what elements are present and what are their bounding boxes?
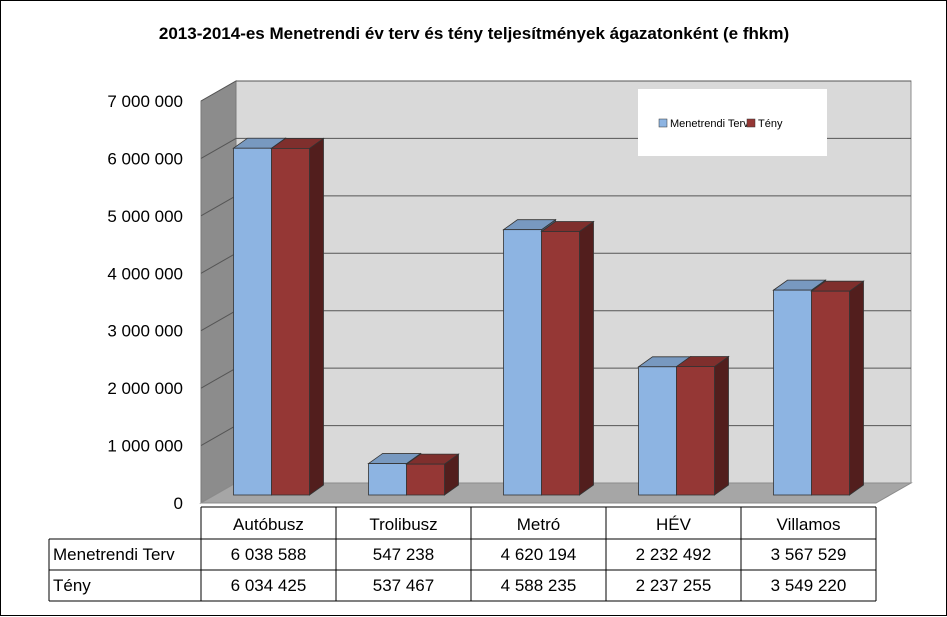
bar — [406, 463, 445, 496]
data-label: 2 237 255 — [636, 576, 712, 595]
legend-label: Tény — [758, 118, 783, 130]
bar-side — [579, 220, 594, 496]
y-tick-label: 2 000 000 — [107, 379, 183, 398]
x-tick-label: Trolibusz — [369, 515, 437, 534]
data-label: 537 467 — [373, 576, 434, 595]
gridline-side — [200, 425, 237, 447]
side-wall — [200, 80, 237, 504]
gridline-side — [200, 137, 237, 159]
data-label: 4 588 235 — [501, 576, 577, 595]
bar — [811, 290, 850, 496]
legend-swatch — [746, 118, 756, 128]
bar — [233, 147, 272, 496]
y-tick-label: 3 000 000 — [107, 322, 183, 341]
gridline-side — [200, 252, 237, 274]
bar — [271, 148, 310, 496]
bar — [638, 366, 677, 496]
y-tick-label: 1 000 000 — [107, 437, 183, 456]
gridline-side — [200, 310, 237, 332]
table-series-name: Menetrendi Terv — [53, 545, 175, 564]
data-label: 4 620 194 — [501, 545, 577, 564]
y-tick-label: 6 000 000 — [107, 149, 183, 168]
gridline-side — [200, 367, 237, 389]
gridline-side — [200, 195, 237, 217]
data-label: 547 238 — [373, 545, 434, 564]
legend-box — [638, 89, 827, 156]
table-series-name: Tény — [53, 576, 91, 595]
legend-swatch — [658, 118, 668, 128]
gridline-side — [200, 80, 237, 102]
y-tick-label: 4 000 000 — [107, 264, 183, 283]
bar-side — [714, 355, 729, 496]
legend-label: Menetrendi Terv — [670, 118, 749, 130]
bar — [368, 463, 407, 496]
y-tick-label: 5 000 000 — [107, 207, 183, 226]
x-tick-label: Metró — [517, 515, 560, 534]
bar — [503, 229, 542, 496]
bar — [676, 366, 715, 496]
bar-side — [309, 137, 324, 496]
bar — [541, 231, 580, 496]
data-label: 2 232 492 — [636, 545, 712, 564]
chart-title: 2013-2014-es Menetrendi év terv és tény … — [159, 24, 789, 43]
data-label: 6 034 425 — [231, 576, 307, 595]
bar-side — [849, 280, 864, 496]
x-tick-label: Villamos — [777, 515, 841, 534]
data-label: 6 038 588 — [231, 545, 307, 564]
data-label: 3 549 220 — [771, 576, 847, 595]
y-tick-label: 0 — [174, 494, 183, 513]
y-tick-label: 7 000 000 — [107, 92, 183, 111]
bar — [773, 289, 812, 496]
data-label: 3 567 529 — [771, 545, 847, 564]
x-tick-label: Autóbusz — [233, 515, 304, 534]
x-tick-label: HÉV — [656, 515, 692, 534]
